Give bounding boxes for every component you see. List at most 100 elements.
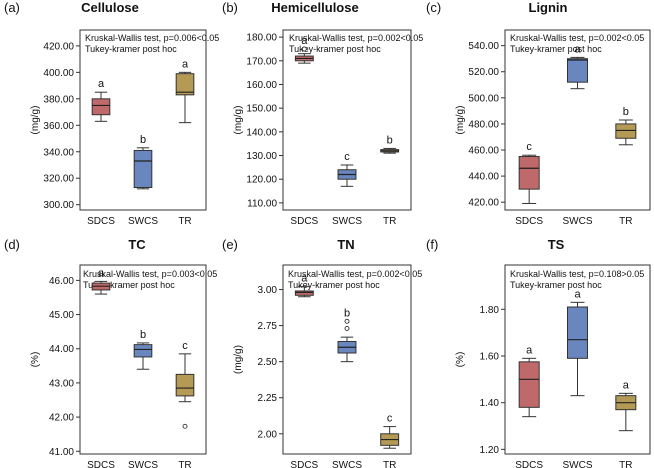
y-axis-label: (%) xyxy=(30,352,41,368)
box-swcs: a xyxy=(567,43,588,90)
y-tick-label: 420.00 xyxy=(43,41,74,52)
y-axis-label: (%) xyxy=(455,352,466,368)
x-tick-label: SWCS xyxy=(563,216,593,227)
box-sdcs: c xyxy=(518,141,540,204)
posthoc-annotation: Tukey-kramer post hoc xyxy=(85,44,177,54)
y-tick-label: 340.00 xyxy=(43,147,74,158)
box-swcs: b xyxy=(337,307,357,363)
y-tick-label: 160.00 xyxy=(246,80,277,91)
posthoc-annotation: Tukey-kramer post hoc xyxy=(510,44,602,54)
x-tick-label: TR xyxy=(178,216,191,227)
box-tr: c xyxy=(175,340,195,429)
plot-frame xyxy=(79,29,207,211)
box-iqr xyxy=(567,58,588,83)
x-tick-label: SWCS xyxy=(563,460,593,468)
outlier-point xyxy=(301,46,307,52)
x-tick-label: SWCS xyxy=(332,216,362,227)
significance-letter: b xyxy=(140,329,146,341)
panel-label: (b) xyxy=(222,0,238,15)
y-tick-label: 1.80 xyxy=(480,305,500,316)
significance-letter: a xyxy=(574,288,581,300)
chart-panel-5: (e) TN Kruskal-Wallis test, p=0.002<0.05Tu… xyxy=(222,237,422,468)
panel-label: (e) xyxy=(222,237,238,252)
x-tick-label: SWCS xyxy=(128,216,158,227)
test-annotation: Kruskal-Wallis test, p=0.006<0.05 xyxy=(85,33,219,43)
x-tick-label: SWCS xyxy=(332,460,362,468)
box-swcs: c xyxy=(337,151,357,187)
panel-label: (f) xyxy=(426,237,438,252)
y-axis-label: (mg/g) xyxy=(30,106,41,135)
test-annotation: Kruskal-Wallis test, p=0.108>0.05 xyxy=(510,269,644,279)
significance-letter: b xyxy=(344,307,350,319)
x-tick-label: TR xyxy=(619,460,632,468)
significance-letter: a xyxy=(182,58,189,70)
significance-letter: a xyxy=(98,267,105,279)
y-tick-label: 2.00 xyxy=(258,429,278,440)
y-tick-label: 440.00 xyxy=(468,172,499,183)
y-tick-label: 2.75 xyxy=(258,321,278,332)
significance-letter: a xyxy=(301,273,308,285)
box-iqr xyxy=(518,156,540,190)
chart-panel-1: (a) Cellulose Kruskal-Wallis test, p=0.006… xyxy=(4,0,219,227)
y-tick-label: 120.00 xyxy=(246,175,277,186)
significance-letter: c xyxy=(182,340,188,352)
box-tr: a xyxy=(615,379,637,432)
y-tick-label: 300.00 xyxy=(43,200,74,211)
significance-letter: b xyxy=(387,134,393,146)
chart-panel-4: (d) TC Kruskal-Wallis test, p=0.003<0.05Tu… xyxy=(4,237,217,468)
panel-label: (d) xyxy=(4,237,20,252)
box-tr: b xyxy=(615,106,637,146)
significance-letter: a xyxy=(526,344,533,356)
test-annotation: Kruskal-Wallis test, p=0.002<0.05 xyxy=(288,269,422,279)
posthoc-annotation: Tukey-kramer post hoc xyxy=(288,280,380,290)
y-tick-label: 320.00 xyxy=(43,174,74,185)
x-tick-label: SDCS xyxy=(290,460,318,468)
y-tick-label: 44.00 xyxy=(49,344,74,355)
box-sdcs: a xyxy=(294,35,314,64)
x-tick-label: SDCS xyxy=(515,216,543,227)
y-tick-label: 42.00 xyxy=(49,413,74,424)
box-iqr xyxy=(518,361,540,408)
box-swcs: a xyxy=(567,288,588,397)
x-tick-label: SDCS xyxy=(290,216,318,227)
significance-letter: a xyxy=(301,35,308,47)
box-iqr xyxy=(294,290,314,296)
chart-title: Cellulose xyxy=(81,0,139,15)
y-axis-label: (mg/g) xyxy=(233,345,244,374)
y-tick-label: 480.00 xyxy=(468,119,499,130)
y-tick-label: 1.40 xyxy=(480,398,500,409)
significance-letter: c xyxy=(387,413,393,425)
chart-title: Hemicellulose xyxy=(271,0,358,15)
significance-letter: a xyxy=(98,78,105,90)
significance-letter: a xyxy=(623,379,630,391)
x-tick-label: TR xyxy=(619,216,632,227)
y-tick-label: 2.25 xyxy=(258,393,278,404)
x-tick-label: TR xyxy=(383,216,396,227)
chart-title: TS xyxy=(548,237,565,252)
x-tick-label: TR xyxy=(383,460,396,468)
y-tick-label: 110.00 xyxy=(247,198,277,209)
posthoc-annotation: Tukey-kramer post hoc xyxy=(83,280,175,290)
box-iqr xyxy=(91,98,111,116)
x-tick-label: SDCS xyxy=(87,216,115,227)
test-annotation: Kruskal-Wallis test, p=0.003<0.05 xyxy=(83,269,217,279)
x-tick-label: TR xyxy=(178,460,191,468)
posthoc-annotation: Tukey-kramer post hoc xyxy=(510,280,602,290)
x-tick-label: SDCS xyxy=(87,460,115,468)
y-tick-label: 400.00 xyxy=(43,68,74,79)
panel-label: (a) xyxy=(4,0,20,15)
x-tick-label: SDCS xyxy=(515,460,543,468)
y-tick-label: 45.00 xyxy=(49,310,74,321)
posthoc-annotation: Tukey-kramer post hoc xyxy=(289,44,381,54)
y-tick-label: 170.00 xyxy=(246,56,277,67)
box-iqr xyxy=(615,123,637,139)
x-tick-label: SWCS xyxy=(128,460,158,468)
test-annotation: Kruskal-Wallis test, p=0.002<0.05 xyxy=(289,33,423,43)
y-tick-label: 46.00 xyxy=(49,276,74,287)
y-tick-label: 460.00 xyxy=(468,146,499,157)
y-tick-label: 2.50 xyxy=(258,357,278,368)
box-swcs: b xyxy=(133,329,153,370)
y-tick-label: 130.00 xyxy=(246,151,277,162)
box-iqr xyxy=(133,344,153,358)
chart-panel-6: (f) TS Kruskal-Wallis test, p=0.108>0.05Tu… xyxy=(426,237,651,468)
